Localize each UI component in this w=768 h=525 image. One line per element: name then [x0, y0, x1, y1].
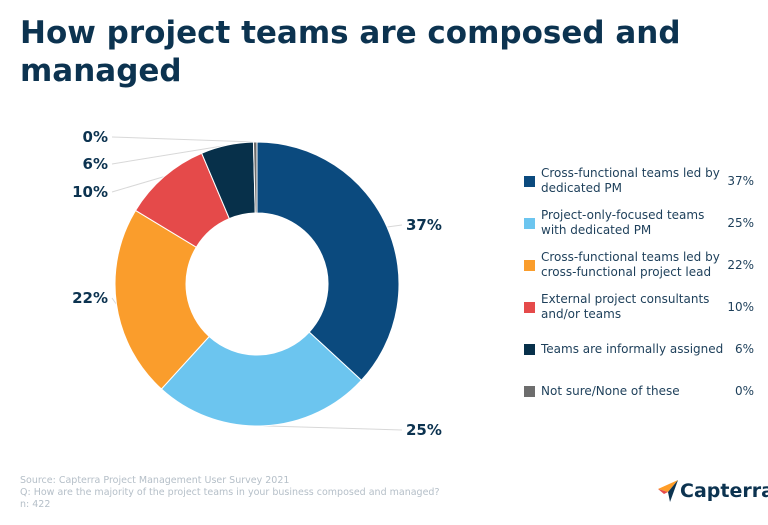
- legend-value: 25%: [727, 215, 754, 230]
- data-label: 37%: [406, 216, 442, 234]
- data-label: 22%: [72, 289, 108, 307]
- data-label: 25%: [406, 421, 442, 439]
- question-note: Q: How are the majority of the project t…: [20, 487, 440, 498]
- leader-line: [111, 297, 117, 305]
- legend-label: Cross-functional teams led by dedicated …: [541, 166, 720, 195]
- legend-label: Cross-functional teams led by cross-func…: [541, 250, 720, 279]
- legend-swatch: [524, 259, 535, 271]
- legend-swatch: [524, 301, 535, 313]
- legend-swatch: [524, 385, 535, 397]
- data-label: 6%: [83, 155, 108, 173]
- data-label: 0%: [83, 128, 108, 146]
- legend-item: Teams are informally assigned 6%: [524, 334, 754, 364]
- legend-item: Cross-functional teams led by dedicated …: [524, 166, 754, 196]
- donut-slice: [252, 141, 258, 214]
- legend-label: Teams are informally assigned: [541, 341, 724, 356]
- data-label: 10%: [72, 183, 108, 201]
- leader-line: [111, 176, 165, 193]
- source-note: Source: Capterra Project Management User…: [20, 475, 290, 486]
- donut-slice: [114, 209, 210, 390]
- legend-swatch: [524, 217, 535, 229]
- legend-value: 10%: [727, 299, 754, 314]
- legend-item: External project consultants and/or team…: [524, 292, 754, 322]
- legend-swatch: [524, 343, 535, 355]
- legend-label: Not sure/None of these: [541, 383, 680, 398]
- legend-item: Cross-functional teams led by cross-func…: [524, 250, 754, 280]
- legend-value: 22%: [727, 257, 754, 272]
- donut-chart: 37% 25% 22% 10% 6% 0%: [72, 128, 442, 439]
- legend-value: 37%: [727, 173, 754, 188]
- chart-title: How project teams are composed and manag…: [20, 15, 681, 89]
- legend-item: Project-only-focused teams with dedicate…: [524, 208, 754, 238]
- leader-line: [386, 224, 403, 228]
- capterra-logo: Capterra: [658, 480, 768, 502]
- capterra-logo-text: Capterra: [680, 480, 768, 502]
- donut-slice: [256, 141, 400, 381]
- leader-line: [263, 425, 403, 431]
- footer: Source: Capterra Project Management User…: [20, 475, 440, 511]
- legend-value: 6%: [734, 341, 754, 356]
- leader-line: [111, 136, 256, 143]
- capterra-logo-icon: [658, 480, 678, 502]
- legend-value: 0%: [734, 383, 754, 398]
- legend: Cross-functional teams led by dedicated …: [524, 166, 754, 418]
- legend-item: Not sure/None of these 0%: [524, 376, 754, 406]
- legend-swatch: [524, 175, 535, 187]
- legend-label: Project-only-focused teams with dedicate…: [541, 208, 705, 237]
- donut-slice: [160, 331, 363, 427]
- legend-label: External project consultants and/or team…: [541, 292, 710, 321]
- sample-size: n: 422: [20, 499, 51, 510]
- leader-line: [111, 144, 228, 165]
